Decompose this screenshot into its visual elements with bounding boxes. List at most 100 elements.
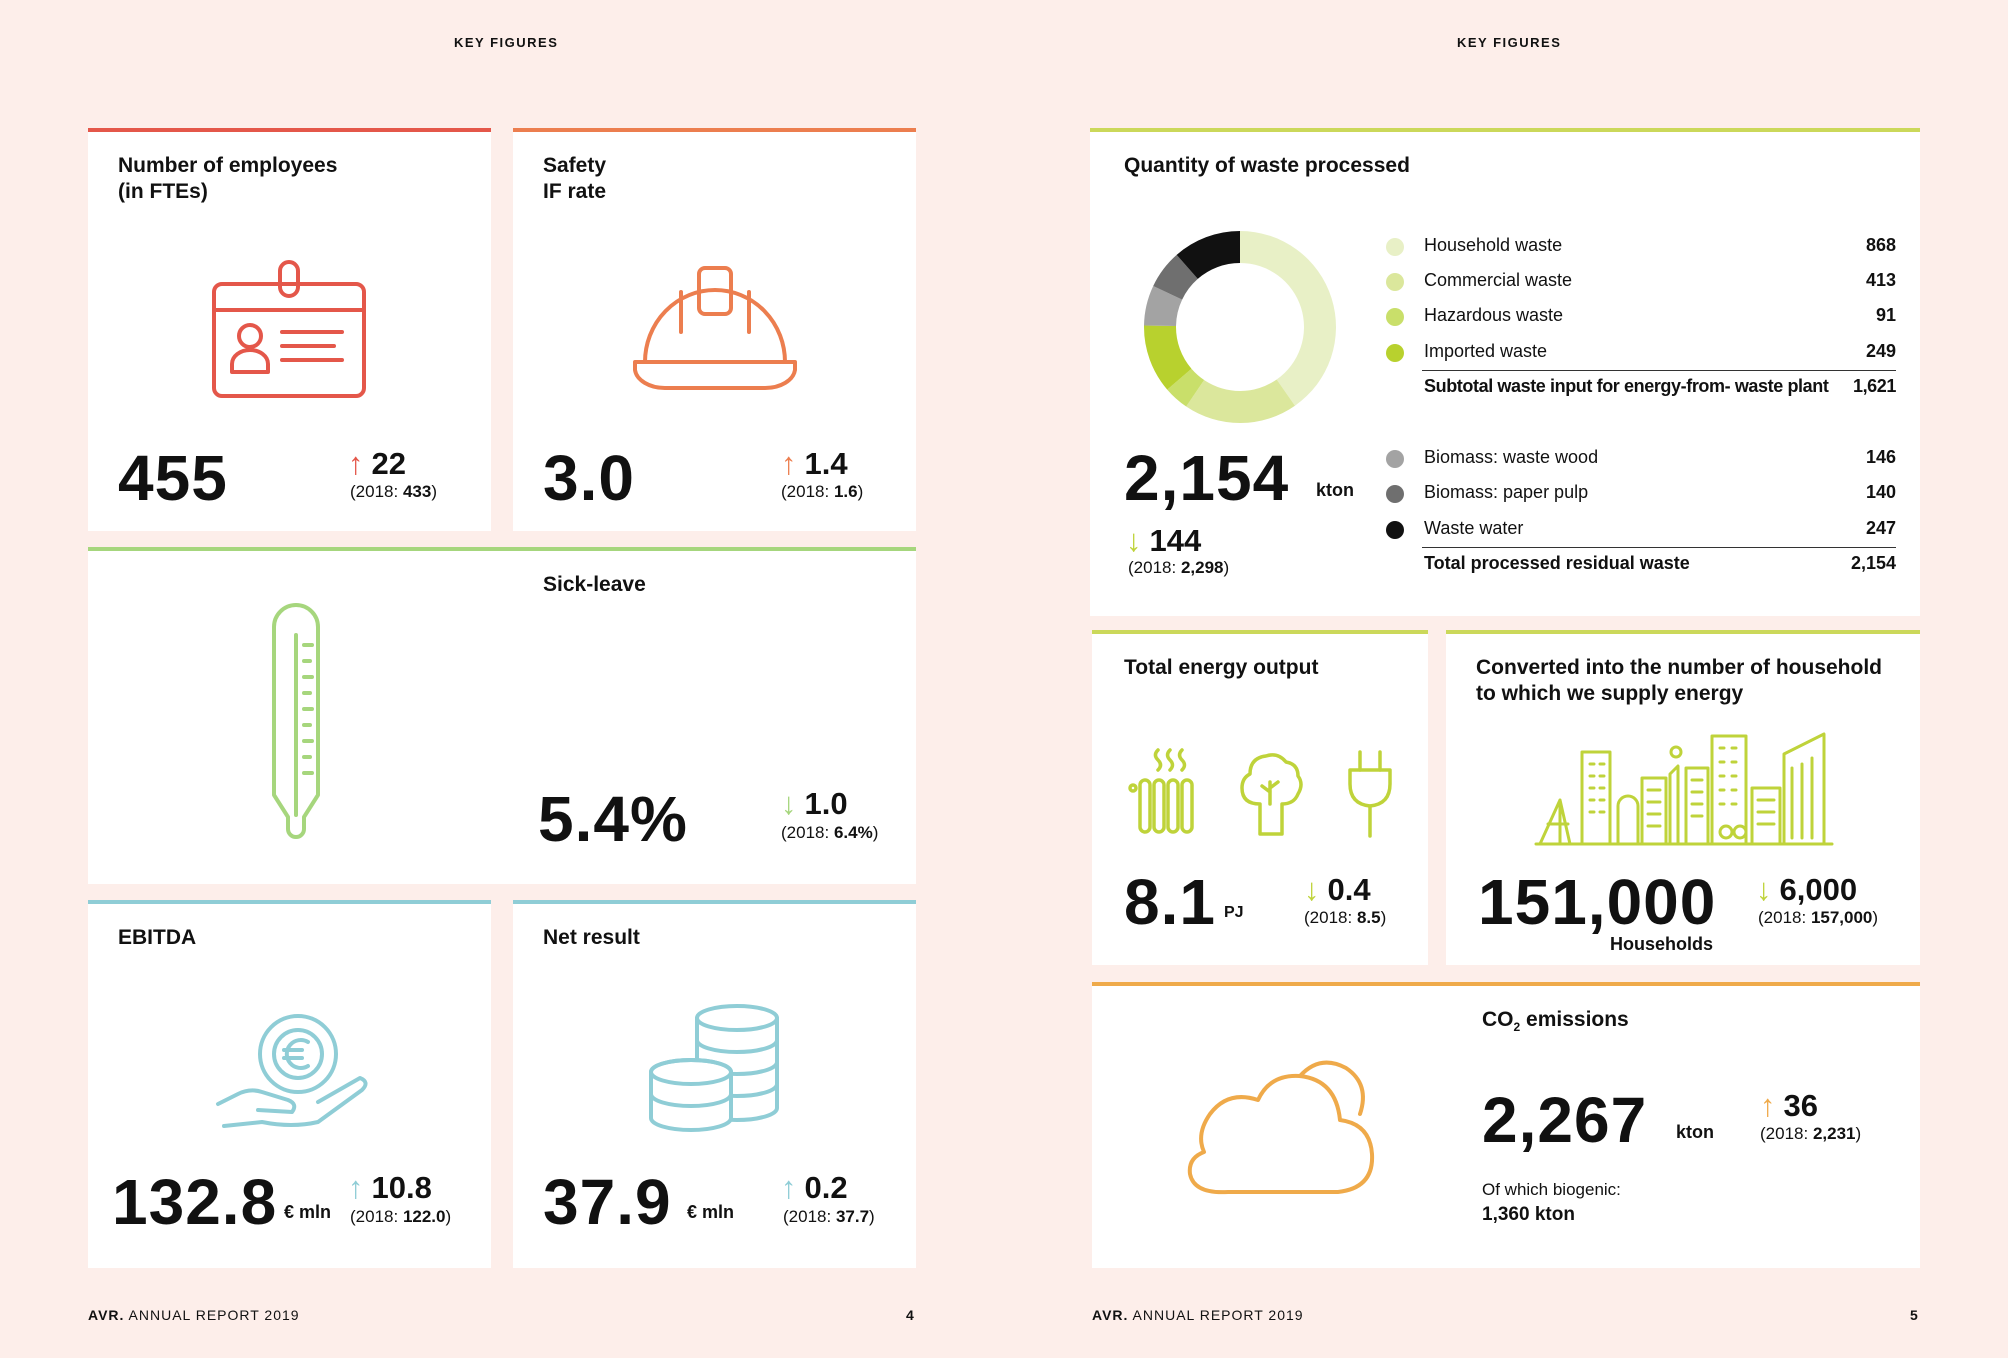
sickleave-value: 5.4% [538,783,688,855]
legend-dot [1386,238,1404,256]
city-skyline-icon [1534,732,1834,846]
netresult-card: Net result 37.9 € mln ↑ 0.2 (2018: 37.7) [513,900,916,1268]
waste-donut-chart [1144,231,1336,423]
legend-waste-water: Waste water 247 [1386,513,1896,547]
co2-value: 2,267 [1482,1084,1648,1156]
coins-icon [649,1004,779,1132]
donut-slice-biomass-waste-wood [1144,285,1183,326]
waste-unit: kton [1316,480,1354,500]
legend-biomass-wood: Biomass: waste wood 146 [1386,442,1896,476]
sickleave-delta: ↓ 1.0 [781,786,848,821]
page-number-left: 4 [906,1307,915,1323]
arrow-down-icon: ↓ [1756,872,1772,907]
legend-total: Total processed residual waste 2,154 [1424,553,1896,573]
ebitda-prev: (2018: 122.0) [350,1207,452,1226]
safety-prev: (2018: 1.6) [781,482,864,501]
thermometer-icon [272,603,320,839]
arrow-up-icon: ↑ [348,1170,364,1205]
legend-biomass-pulp: Biomass: paper pulp 140 [1386,477,1896,511]
legend-dot [1386,485,1404,503]
co2-unit: kton [1676,1122,1714,1142]
donut-slice-hazardous-waste [1167,368,1205,407]
employees-title: Number of employees (in FTEs) [118,154,338,203]
co2-note-label: Of which biogenic: [1482,1180,1621,1199]
households-unit: Households [1610,934,1714,954]
waste-title: Quantity of waste processed [1124,154,1410,177]
co2-prev: (2018: 2,231) [1760,1124,1862,1143]
safety-delta: ↑ 1.4 [781,446,848,481]
arrow-up-icon: ↑ [1760,1088,1776,1123]
donut-slice-household-waste [1240,231,1336,406]
ebitda-value: 132.8 [112,1166,278,1238]
cloud-icon [1187,1060,1375,1195]
households-title: Converted into the number of household t… [1476,656,1882,705]
page-number-right: 5 [1910,1307,1919,1323]
co2-note-value: 1,360 kton [1482,1204,1575,1225]
energy-card: Total energy output 8.1 PJ ↓ 0.4 (2018: 8… [1092,630,1428,965]
employees-card: Number of employees (in FTEs) 455 ↑ 22 (2… [88,128,491,531]
households-card: Converted into the number of household t… [1446,630,1920,965]
households-delta: ↓ 6,000 [1756,872,1858,907]
page-header-left: KEY FIGURES [454,35,559,50]
legend-dot [1386,521,1404,539]
waste-card: Quantity of waste processed 2,154 kton ↓… [1090,128,1920,616]
footer-right: AVR. ANNUAL REPORT 2019 [1092,1307,1304,1323]
co2-delta: ↑ 36 [1760,1088,1818,1123]
netresult-title: Net result [543,926,640,949]
donut-slice-commercial-waste [1186,379,1295,423]
netresult-prev: (2018: 37.7) [783,1207,875,1226]
donut-slice-biomass-paper-pulp [1153,254,1198,300]
arrow-down-icon: ↓ [781,786,797,821]
tree-icon [1240,753,1303,836]
arrow-down-icon: ↓ [1126,523,1142,558]
legend-dot [1386,273,1404,291]
arrow-down-icon: ↓ [1304,872,1320,907]
waste-prev: (2018: 2,298) [1128,558,1230,577]
energy-unit: PJ [1224,904,1244,921]
co2-title: CO2 emissions [1482,1008,1629,1035]
legend-commercial-waste: Commercial waste 413 [1386,265,1896,299]
arrow-up-icon: ↑ [348,446,364,481]
donut-slice-imported-waste [1144,325,1192,390]
energy-prev: (2018: 8.5) [1304,908,1387,927]
legend-dot [1386,344,1404,362]
safety-title: Safety IF rate [543,154,607,203]
netresult-value: 37.9 [543,1166,672,1238]
footer-left: AVR. ANNUAL REPORT 2019 [88,1307,300,1323]
legend-dot [1386,308,1404,326]
legend-divider [1422,370,1896,371]
ebitda-delta: ↑ 10.8 [348,1170,432,1205]
employees-value: 455 [118,442,228,514]
energy-title: Total energy output [1124,656,1319,679]
waste-value: 2,154 [1124,442,1290,514]
euro-hand-icon [216,1014,368,1128]
energy-delta: ↓ 0.4 [1304,872,1371,907]
households-prev: (2018: 157,000) [1758,908,1879,927]
households-value: 151,000 [1478,866,1717,938]
arrow-up-icon: ↑ [781,446,797,481]
employees-prev: (2018: 433) [350,482,437,501]
sickleave-prev: (2018: 6.4%) [781,823,879,842]
energy-value: 8.1 [1124,866,1216,938]
plug-icon [1348,750,1392,838]
waste-delta: ↓ 144 [1126,523,1202,558]
ebitda-unit: € mln [284,1202,332,1222]
safety-card: Safety IF rate 3.0 ↑ 1.4 (2018: 1.6) [513,128,916,531]
sickleave-card: Sick-leave 5.4% ↓ 1.0 (2018: 6.4%) [88,547,916,884]
employees-delta: ↑ 22 [348,446,406,481]
ebitda-card: EBITDA 132.8 € mln ↑ 10.8 (2018: 122.0) [88,900,491,1268]
legend-hazardous-waste: Hazardous waste 91 [1386,300,1896,334]
legend-imported-waste: Imported waste 249 [1386,336,1896,370]
arrow-up-icon: ↑ [781,1170,797,1205]
waste-legend: Household waste 868 Commercial waste 413 H… [1386,230,1896,600]
netresult-unit: € mln [687,1202,735,1222]
sickleave-title: Sick-leave [543,573,646,596]
radiator-icon [1128,748,1194,834]
legend-household-waste: Household waste 868 [1386,230,1896,264]
ebitda-title: EBITDA [118,926,197,949]
legend-divider [1422,547,1896,548]
page-header-right: KEY FIGURES [1457,35,1562,50]
donut-slice-waste-water [1176,231,1240,279]
safety-value: 3.0 [543,442,635,514]
legend-subtotal: Subtotal waste input for energy-from- wa… [1424,376,1896,396]
